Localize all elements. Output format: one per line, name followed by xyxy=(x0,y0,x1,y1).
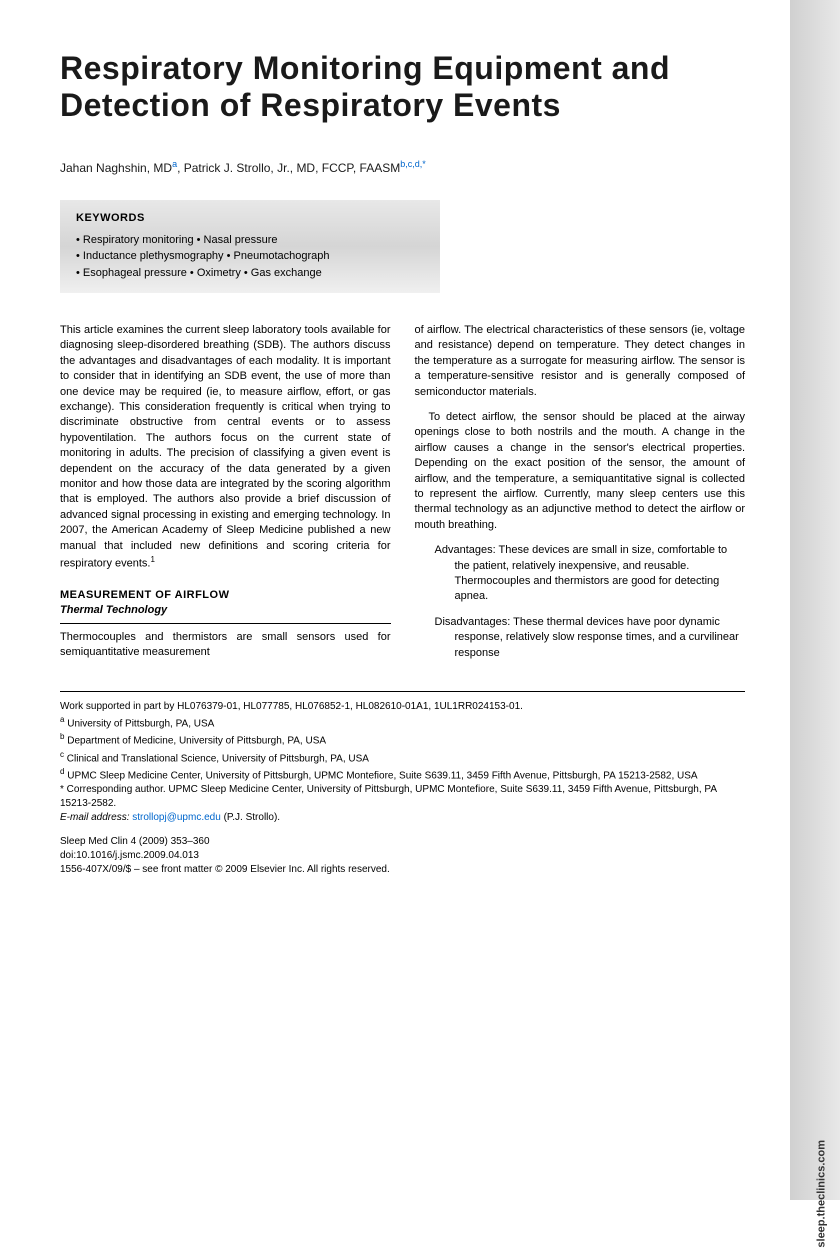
author-2-affil: b,c,d, xyxy=(400,159,422,169)
affiliation-a: a University of Pittsburgh, PA, USA xyxy=(60,714,745,731)
sidebar-right: sleep.theclinics.com xyxy=(790,0,840,1200)
advantages-disadvantages: Advantages: These devices are small in s… xyxy=(435,543,746,661)
column-right: of airflow. The electrical characteristi… xyxy=(415,323,746,671)
subsection-heading-thermal: Thermal Technology xyxy=(60,603,391,618)
email-label: E-mail address: xyxy=(60,812,129,823)
main-content: Respiratory Monitoring Equipment and Det… xyxy=(0,0,790,1200)
keywords-title: KEYWORDS xyxy=(76,212,424,224)
author-2: , Patrick J. Strollo, Jr., MD, FCCP, FAA… xyxy=(177,161,400,175)
keywords-line-1: • Respiratory monitoring • Nasal pressur… xyxy=(76,232,424,249)
affil-c-text: Clinical and Translational Science, Univ… xyxy=(67,753,369,764)
thermal-paragraph-3: To detect airflow, the sensor should be … xyxy=(415,410,746,533)
affiliation-b: b Department of Medicine, University of … xyxy=(60,731,745,748)
affiliation-d: d UPMC Sleep Medicine Center, University… xyxy=(60,766,745,783)
section-heading-airflow: MEASUREMENT OF AIRFLOW xyxy=(60,588,391,603)
journal-citation: Sleep Med Clin 4 (2009) 353–360 xyxy=(60,835,745,849)
keywords-list: • Respiratory monitoring • Nasal pressur… xyxy=(76,232,424,282)
affiliation-c: c Clinical and Translational Science, Un… xyxy=(60,749,745,766)
column-left: This article examines the current sleep … xyxy=(60,323,391,671)
corresponding-author: * Corresponding author. UPMC Sleep Medic… xyxy=(60,783,745,811)
affil-d-text: UPMC Sleep Medicine Center, University o… xyxy=(67,770,697,781)
corresponding-star: * xyxy=(422,159,426,169)
footer-rule xyxy=(60,691,745,692)
footer-meta: Sleep Med Clin 4 (2009) 353–360 doi:10.1… xyxy=(60,835,745,877)
doi: doi:10.1016/j.jsmc.2009.04.013 xyxy=(60,849,745,863)
footer-affiliations: Work supported in part by HL076379-01, H… xyxy=(60,700,745,877)
keywords-box: KEYWORDS • Respiratory monitoring • Nasa… xyxy=(60,200,440,294)
sidebar-url: sleep.theclinics.com xyxy=(816,1140,828,1248)
reference-1: 1 xyxy=(150,555,154,564)
section-rule xyxy=(60,623,391,624)
disadvantages-text: Disadvantages: These thermal devices hav… xyxy=(435,615,746,661)
affil-a-text: University of Pittsburgh, PA, USA xyxy=(67,718,214,729)
advantages-text: Advantages: These devices are small in s… xyxy=(435,543,746,605)
keywords-line-3: • Esophageal pressure • Oximetry • Gas e… xyxy=(76,265,424,282)
authors-line: Jahan Naghshin, MDa, Patrick J. Strollo,… xyxy=(60,159,745,175)
email-suffix: (P.J. Strollo). xyxy=(224,812,281,823)
email-line: E-mail address: strollopj@upmc.edu (P.J.… xyxy=(60,811,745,825)
author-1: Jahan Naghshin, MD xyxy=(60,161,172,175)
copyright: 1556-407X/09/$ – see front matter © 2009… xyxy=(60,863,745,877)
body-columns: This article examines the current sleep … xyxy=(60,323,745,671)
intro-text: This article examines the current sleep … xyxy=(60,324,391,570)
affil-b-text: Department of Medicine, University of Pi… xyxy=(67,736,326,747)
thermal-paragraph-1: Thermocouples and thermistors are small … xyxy=(60,630,391,661)
thermal-paragraph-2: of airflow. The electrical characteristi… xyxy=(415,323,746,400)
funding-support: Work supported in part by HL076379-01, H… xyxy=(60,700,745,714)
intro-paragraph: This article examines the current sleep … xyxy=(60,323,391,572)
email-link[interactable]: strollopj@upmc.edu xyxy=(132,812,221,823)
keywords-line-2: • Inductance plethysmography • Pneumotac… xyxy=(76,248,424,265)
article-title: Respiratory Monitoring Equipment and Det… xyxy=(60,50,745,124)
